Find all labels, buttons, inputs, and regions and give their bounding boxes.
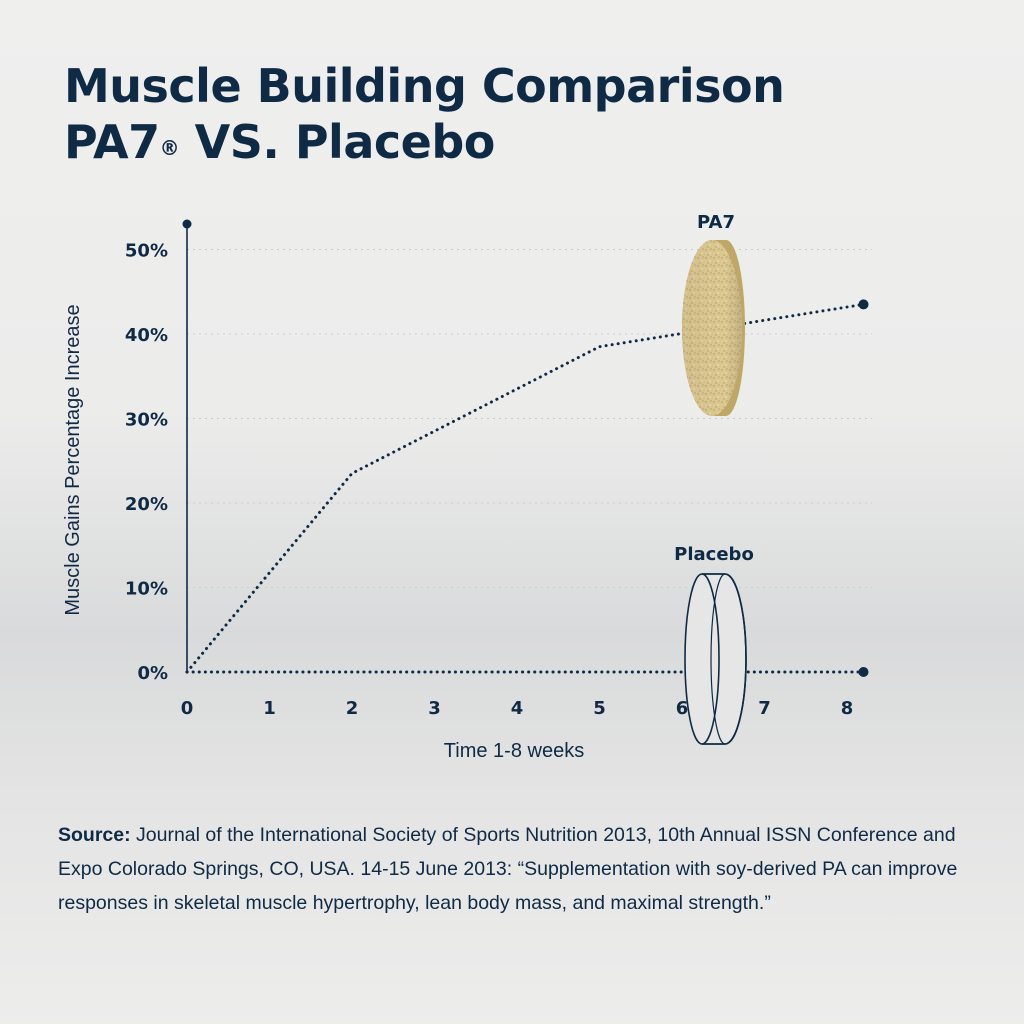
y-tick-label: 40%	[125, 325, 168, 346]
x-tick-label: 3	[428, 698, 441, 719]
source-note: Source: Journal of the International Soc…	[58, 818, 978, 920]
x-tick-label: 5	[593, 698, 606, 719]
series-lines	[185, 299, 869, 677]
x-tick-label: 0	[181, 698, 194, 719]
title-line1: Muscle Building Comparison	[64, 59, 785, 113]
placebo-end-point	[858, 667, 869, 677]
placebo-tablet-outline-icon	[684, 573, 747, 745]
x-tick-label: 7	[758, 698, 771, 719]
pa7-tablet-icon	[682, 240, 745, 416]
pa7-end-point	[858, 299, 869, 310]
y-tick-label: 0%	[137, 663, 168, 684]
line-chart: 0% 10% 20% 30% 40% 50% 0 1 2 3 4 5 6 7 8 Muscle Gains P…	[62, 212, 872, 762]
chart-title: Muscle Building Comparison PA7® VS. Plac…	[64, 58, 785, 170]
pa7-series-line	[185, 302, 865, 674]
y-tick-label: 50%	[125, 241, 168, 262]
x-tick-label: 6	[676, 698, 689, 719]
y-tick-label: 20%	[125, 494, 168, 515]
source-text: Journal of the International Society of …	[58, 824, 958, 914]
y-axis-title: Muscle Gains Percentage Increase	[62, 304, 84, 615]
title-line2-main: PA7	[64, 115, 160, 169]
y-tick-label: 30%	[125, 410, 168, 431]
y-axis-end-dot	[182, 219, 192, 229]
gridlines	[187, 249, 872, 588]
pa7-series-label: PA7	[697, 212, 735, 233]
x-tick-label: 2	[346, 698, 359, 719]
axes	[182, 219, 192, 672]
y-tick-label: 10%	[125, 579, 168, 600]
registered-mark: ®	[159, 136, 180, 160]
title-line2-rest: VS. Placebo	[179, 115, 496, 169]
x-axis-title: Time 1-8 weeks	[444, 740, 584, 762]
x-tick-label: 4	[511, 698, 524, 719]
placebo-series-label: Placebo	[674, 544, 754, 565]
source-label: Source:	[58, 824, 131, 846]
x-tick-label: 8	[841, 698, 854, 719]
x-tick-label: 1	[263, 698, 276, 719]
